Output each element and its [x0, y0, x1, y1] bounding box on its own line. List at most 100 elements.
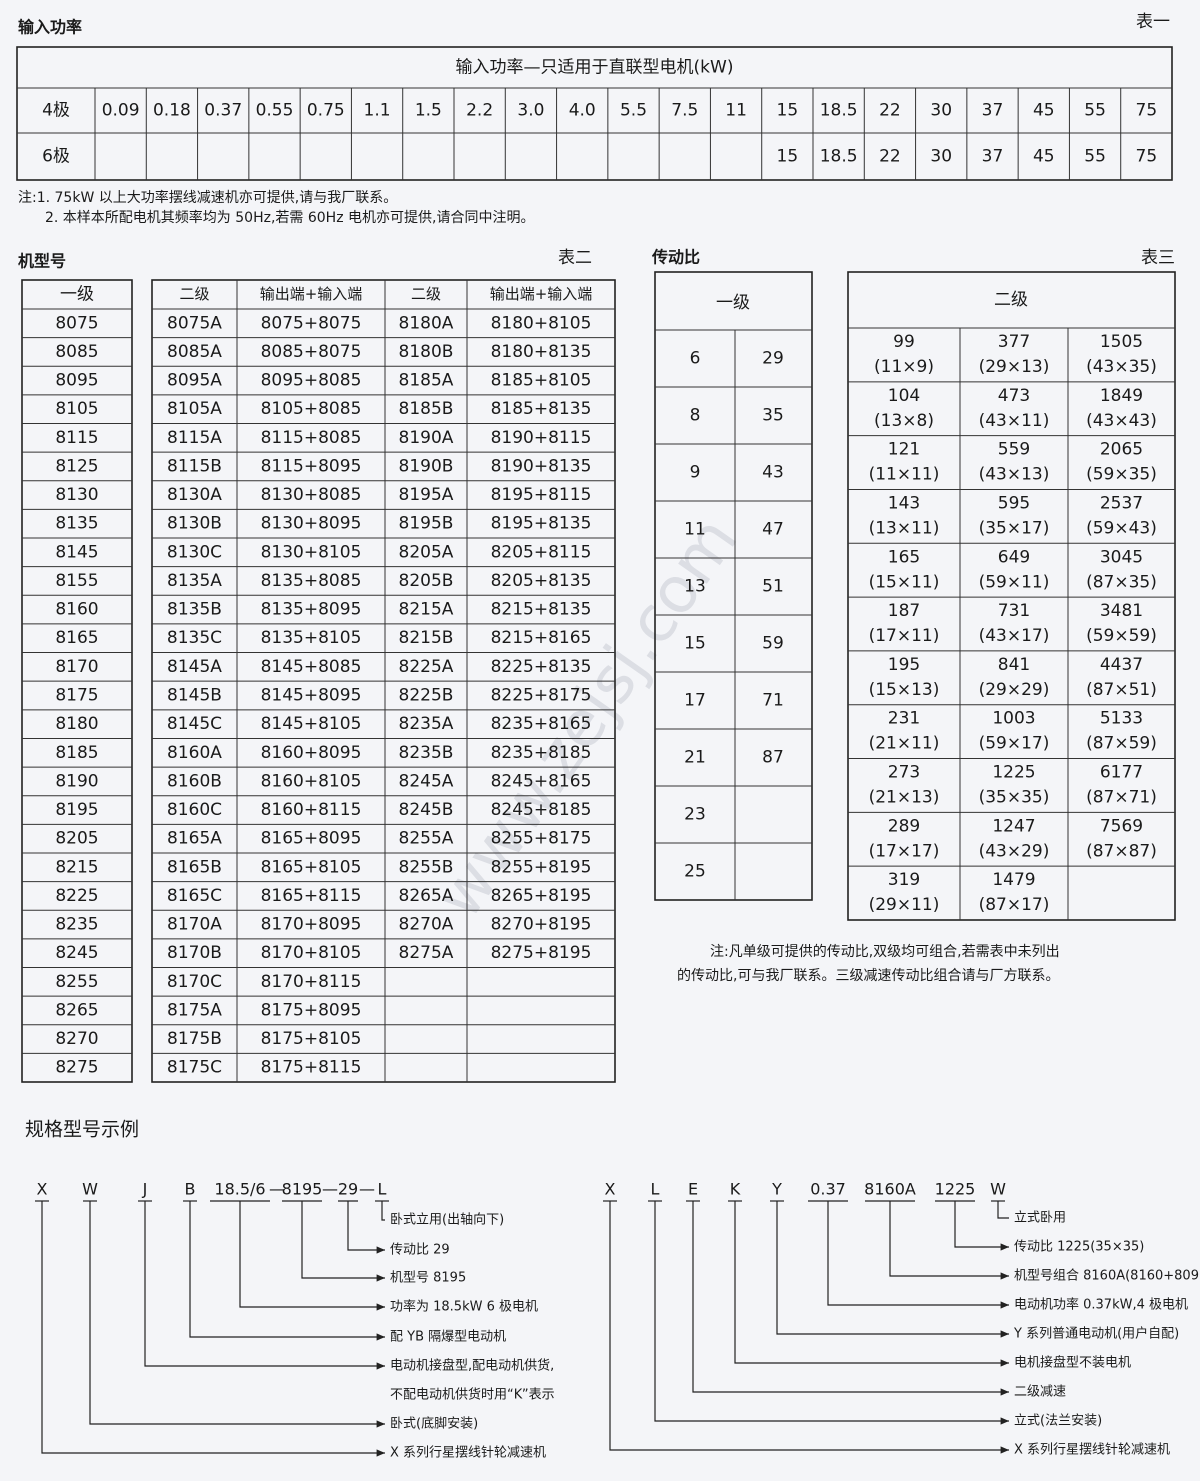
cell-text: X [605, 1180, 616, 1199]
cell-text: 8160 [55, 600, 98, 620]
cell-text: 8135+8085 [261, 571, 362, 591]
cell-text: 1.5 [415, 101, 442, 121]
cell-text: 1479 [992, 870, 1035, 890]
cell-text: 649 [998, 547, 1030, 567]
cell-text: 473 [998, 386, 1030, 406]
cell-text: 7569 [1100, 816, 1143, 836]
cell-text: 8170+8105 [261, 943, 362, 963]
cell-text: 8115 [55, 428, 98, 448]
leader-line [827, 1201, 1009, 1309]
cell-text: 231 [888, 709, 920, 729]
cell-text: 8245+8185 [491, 800, 592, 820]
cell-text: (29×11) [869, 895, 940, 915]
cell-text: 8180A [399, 313, 454, 333]
cell-text: 1505 [1100, 332, 1143, 352]
cell-text: 0.37 [204, 101, 242, 121]
cell-text: 21 [684, 748, 706, 768]
cell-text: 51 [762, 577, 784, 597]
cell-text: (87×87) [1086, 841, 1157, 861]
cell-text: 8165+8115 [261, 886, 362, 906]
cell-text: (87×17) [979, 895, 1050, 915]
cell-text: 143 [888, 493, 920, 513]
cell-text: 8170+8115 [261, 972, 362, 992]
table-frame [654, 271, 813, 901]
cell-text: 8115A [167, 428, 222, 448]
section-title: 输入功率 [18, 18, 82, 37]
cell-text: 8130C [167, 542, 222, 562]
cell-text: 8145A [167, 657, 222, 677]
cell-text: 29 [762, 349, 784, 369]
cell-text: 输入功率—只适用于直联型电机(kW) [456, 58, 734, 78]
cell-text: 6极 [42, 147, 70, 167]
cell-text: 8135C [167, 628, 222, 648]
cell-text: 55 [1084, 147, 1106, 167]
cell-text: 0.18 [153, 101, 191, 121]
example-label: 卧式立用(出轴向下) [390, 1212, 504, 1228]
cell-text: 8245 [55, 943, 98, 963]
cell-text: 8135 [55, 514, 98, 534]
example-label: X 系列行星摆线针轮减速机 [1014, 1443, 1170, 1458]
cell-text: 8215 [55, 857, 98, 877]
cell-text: 2065 [1100, 440, 1143, 460]
cell-text: 8135+8095 [261, 600, 362, 620]
leader-line [889, 1201, 1009, 1280]
cell-text: 8215+8135 [491, 600, 592, 620]
cell-text: 99 [893, 332, 915, 352]
cell-text: 8185B [399, 399, 454, 419]
cell-text: E [688, 1180, 698, 1199]
cell-text: 8130 [55, 485, 98, 505]
cell-text: 8195 [55, 800, 98, 820]
cell-text: 8190B [399, 456, 454, 476]
table-number: 表二 [558, 248, 592, 268]
cell-text: 8105A [167, 399, 222, 419]
cell-text: (15×13) [869, 680, 940, 700]
cell-text: 8225A [399, 657, 454, 677]
leader-line [997, 1201, 1009, 1219]
cell-text: 8225+8175 [491, 686, 592, 706]
cell-text: 一级 [60, 285, 94, 305]
example-label: 立式(法兰安装) [1014, 1414, 1102, 1429]
cell-text: 8135+8105 [261, 628, 362, 648]
cell-text: 8145+8095 [261, 686, 362, 706]
cell-text: 1.1 [364, 101, 391, 121]
cell-text: 75 [1136, 101, 1158, 121]
cell-text: 45 [1033, 147, 1055, 167]
cell-text: 22 [879, 147, 901, 167]
leader-line [347, 1201, 385, 1254]
cell-text: 8225B [399, 686, 454, 706]
cell-text: 4.0 [569, 101, 596, 121]
example-label: 传动比 1225(35×35) [1014, 1240, 1144, 1255]
cell-text: 0.09 [102, 101, 140, 121]
cell-text: 55 [1084, 101, 1106, 121]
cell-text: (43×11) [979, 411, 1050, 431]
cell-text: 1247 [992, 816, 1035, 836]
cell-text: W [82, 1180, 98, 1199]
cell-text: 13 [684, 577, 706, 597]
cell-text: 8145B [167, 686, 222, 706]
cell-text: 559 [998, 440, 1030, 460]
cell-text: 8135B [167, 600, 222, 620]
cell-text: 8170B [167, 943, 222, 963]
cell-text: (17×17) [869, 841, 940, 861]
cell-text: 841 [998, 655, 1030, 675]
cell-text: 8255 [55, 972, 98, 992]
cell-text: (59×17) [979, 734, 1050, 754]
example-label: X 系列行星摆线针轮减速机 [390, 1446, 546, 1461]
cell-text: 8145C [167, 714, 222, 734]
cell-text: 8225 [55, 886, 98, 906]
cell-text: 8105+8085 [261, 399, 362, 419]
section-title: 机型号 [18, 252, 66, 271]
cell-text: Y [771, 1180, 782, 1199]
cell-text: 18.5 [820, 101, 858, 121]
cell-text: 8085 [55, 342, 98, 362]
cell-text: 595 [998, 493, 1030, 513]
cell-text: 29 [338, 1180, 358, 1199]
cell-text: 8130+8095 [261, 514, 362, 534]
cell-text: 8235+8165 [491, 714, 592, 734]
cell-text: (87×71) [1086, 788, 1157, 808]
cell-text: 43 [762, 463, 784, 483]
cell-text: 8160B [167, 771, 222, 791]
cell-text: (21×13) [869, 788, 940, 808]
cell-text: 二级 [994, 290, 1028, 310]
cell-text: (87×35) [1086, 572, 1157, 592]
